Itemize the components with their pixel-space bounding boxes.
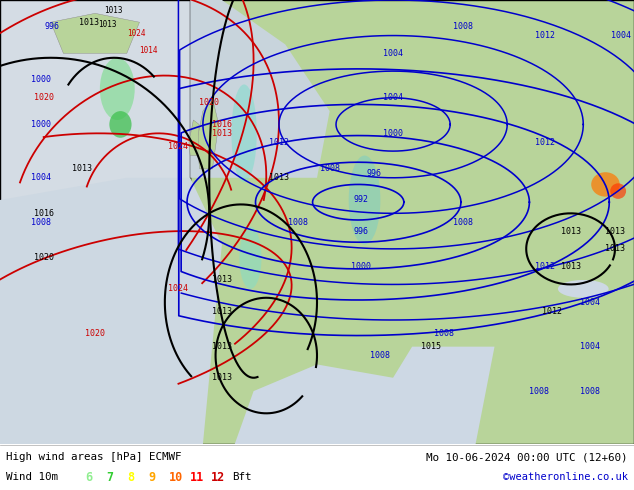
PathPatch shape	[197, 98, 219, 169]
Text: 1012: 1012	[535, 31, 555, 40]
Text: 1004: 1004	[579, 342, 600, 351]
Text: 1020: 1020	[34, 253, 55, 262]
Text: 9: 9	[148, 471, 155, 484]
Text: 1020: 1020	[199, 98, 219, 107]
Text: 1000: 1000	[383, 129, 403, 138]
Text: 1000: 1000	[31, 120, 51, 129]
Text: 7: 7	[107, 471, 113, 484]
Text: 1013: 1013	[560, 226, 581, 236]
Text: 1013: 1013	[98, 20, 117, 29]
Ellipse shape	[591, 172, 620, 196]
Text: 1008: 1008	[370, 351, 391, 360]
Text: 1016: 1016	[34, 209, 55, 218]
Text: 1012: 1012	[535, 262, 555, 271]
Text: 1008: 1008	[453, 218, 473, 227]
Text: 1024: 1024	[167, 284, 188, 294]
Text: 1016: 1016	[212, 120, 232, 129]
Text: 8: 8	[127, 471, 134, 484]
Text: 1013: 1013	[269, 173, 289, 182]
Text: 12: 12	[211, 471, 225, 484]
Text: 996: 996	[354, 226, 369, 236]
PathPatch shape	[190, 0, 330, 178]
Text: 1024: 1024	[167, 142, 188, 151]
Ellipse shape	[240, 227, 262, 289]
Text: 996: 996	[44, 22, 60, 31]
FancyBboxPatch shape	[0, 0, 190, 444]
Text: 1012: 1012	[269, 138, 289, 147]
Text: 1014: 1014	[139, 47, 158, 55]
Text: 1013: 1013	[212, 275, 232, 285]
Ellipse shape	[558, 280, 609, 298]
Ellipse shape	[110, 111, 132, 138]
Text: 1004: 1004	[611, 31, 631, 40]
Text: 1000: 1000	[351, 262, 372, 271]
Text: High wind areas [hPa] ECMWF: High wind areas [hPa] ECMWF	[6, 452, 182, 462]
Ellipse shape	[349, 155, 380, 245]
Text: 1013: 1013	[560, 262, 581, 271]
Text: 1013: 1013	[79, 18, 99, 27]
Text: 1013: 1013	[212, 342, 232, 351]
Text: 1015: 1015	[421, 342, 441, 351]
Text: 1013: 1013	[212, 373, 232, 382]
Text: 1013: 1013	[72, 164, 93, 173]
Text: 1013: 1013	[605, 245, 625, 253]
Text: 996: 996	[366, 169, 382, 178]
Text: ©weatheronline.co.uk: ©weatheronline.co.uk	[503, 472, 628, 482]
Text: 1004: 1004	[383, 93, 403, 102]
Text: 1008: 1008	[320, 164, 340, 173]
Text: Wind 10m: Wind 10m	[6, 472, 58, 482]
Text: 1008: 1008	[579, 387, 600, 395]
Ellipse shape	[231, 84, 257, 182]
Text: 1004: 1004	[579, 298, 600, 307]
Text: 1012: 1012	[535, 138, 555, 147]
Text: 11: 11	[190, 471, 204, 484]
Text: 1008: 1008	[288, 218, 308, 227]
Text: 1024: 1024	[127, 28, 145, 38]
Text: 1000: 1000	[31, 75, 51, 84]
Text: Mo 10-06-2024 00:00 UTC (12+60): Mo 10-06-2024 00:00 UTC (12+60)	[426, 452, 628, 462]
Text: 1013: 1013	[212, 307, 232, 316]
Text: 1008: 1008	[453, 22, 473, 31]
PathPatch shape	[51, 13, 139, 53]
PathPatch shape	[189, 120, 199, 155]
Text: 992: 992	[354, 196, 369, 204]
Text: 1013: 1013	[605, 226, 625, 236]
Text: 1008: 1008	[31, 218, 51, 227]
PathPatch shape	[235, 346, 495, 444]
Ellipse shape	[100, 58, 135, 120]
Text: 1004: 1004	[31, 173, 51, 182]
Ellipse shape	[610, 183, 626, 199]
Text: 1008: 1008	[434, 329, 454, 338]
Text: 6: 6	[86, 471, 93, 484]
Text: 1013: 1013	[212, 129, 232, 138]
Text: 1004: 1004	[383, 49, 403, 58]
Text: 1012: 1012	[541, 307, 562, 316]
Text: 1008: 1008	[529, 387, 549, 395]
Text: 1020: 1020	[85, 329, 105, 338]
Text: 10: 10	[169, 471, 183, 484]
PathPatch shape	[0, 178, 222, 444]
Text: Bft: Bft	[232, 472, 252, 482]
Text: 1020: 1020	[34, 93, 55, 102]
FancyBboxPatch shape	[190, 0, 634, 444]
Text: 1013: 1013	[105, 6, 123, 15]
